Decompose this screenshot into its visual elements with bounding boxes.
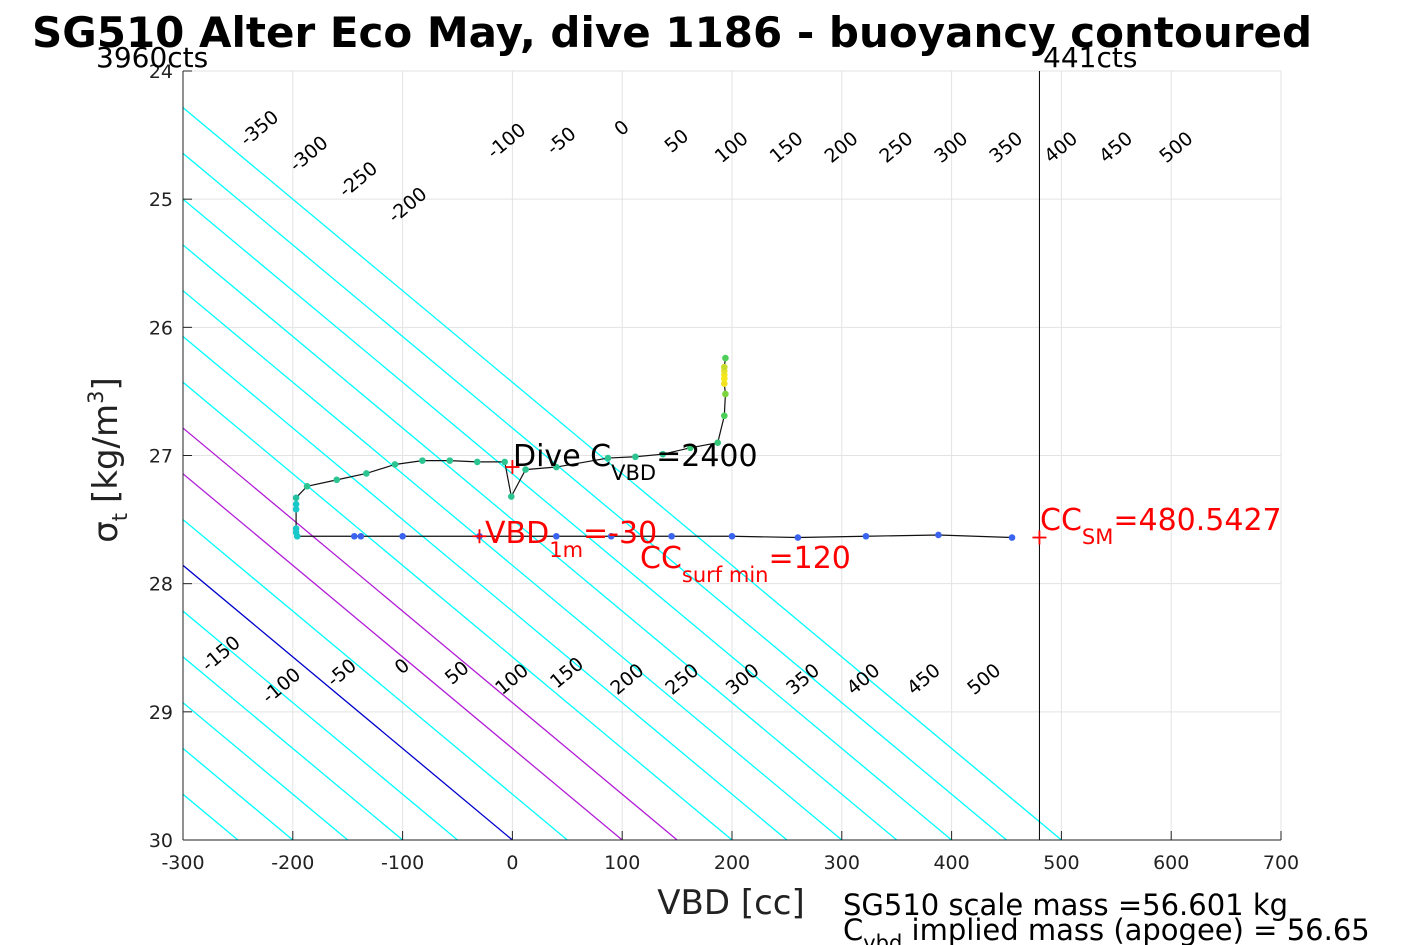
y-tick-label: 27	[149, 446, 173, 468]
x-tick-label: -300	[161, 852, 204, 874]
dive-trace-point	[292, 500, 300, 508]
implied-mass-text: Cvbd implied mass (apogee) = 56.65	[843, 913, 1370, 945]
dive-trace-point	[668, 532, 675, 540]
dive-trace-point	[607, 532, 615, 540]
dive-trace-point	[722, 354, 729, 362]
dive-trace-point	[553, 463, 560, 471]
dive-trace-point	[721, 412, 728, 420]
dive-trace-point	[501, 458, 509, 466]
vbd-1m-annotation: VBD1m=-30	[485, 516, 657, 562]
x-axis-label: VBD [cc]	[657, 883, 805, 923]
contour-line	[183, 472, 623, 840]
dive-trace-point	[862, 532, 870, 540]
dive-trace-point	[794, 534, 802, 541]
dive-trace-point	[686, 444, 694, 452]
contour-line	[183, 701, 349, 840]
contour-line	[183, 518, 568, 840]
contour-line	[183, 244, 898, 840]
x-tick-label: 0	[506, 852, 518, 874]
dive-trace-point	[363, 470, 370, 477]
dive-trace-point	[553, 532, 560, 540]
dive-trace-point	[935, 531, 942, 539]
y-tick-label: 29	[149, 702, 173, 724]
axes: -300 -200 -100 0 100 200 300 400 500 600 700 24 25 26…	[149, 61, 1299, 874]
contour-line	[183, 427, 678, 840]
x-tick-label: 500	[1043, 852, 1079, 874]
x-tick-label: 600	[1153, 852, 1189, 874]
dive-trace-point	[604, 454, 612, 462]
dive-trace-point	[722, 390, 729, 398]
cc-sm-marker	[1032, 530, 1047, 545]
annotation-markers	[472, 460, 1047, 545]
contour-line	[183, 152, 1007, 840]
dive-trace-point	[292, 494, 300, 502]
contour-line	[183, 335, 788, 840]
y-tick-label: 24	[149, 61, 173, 83]
buoyancy-contours	[183, 106, 1062, 840]
dive-trace-point	[522, 466, 529, 473]
x-tick-label: 400	[933, 852, 969, 874]
dive-trace-point	[1008, 534, 1016, 541]
x-tick-label: 300	[824, 852, 860, 874]
vbd-1m-marker	[472, 529, 487, 544]
dive-trace-point	[714, 439, 722, 446]
dive-trace-point	[419, 457, 426, 464]
contour-line	[183, 381, 733, 840]
dive-cvbd-annotation: Dive CVBD=2400	[513, 439, 758, 485]
vbd-right-limit-label: 441cts	[1043, 41, 1137, 74]
dive-trace-point	[292, 506, 300, 513]
x-tick-label: 200	[714, 852, 750, 874]
y-axis-label: σt[kg/m3]	[84, 377, 132, 543]
x-tick-label: 700	[1263, 852, 1299, 874]
x-tick-label: -200	[271, 852, 314, 874]
contour-line	[183, 289, 843, 840]
x-tick-label: -100	[381, 852, 424, 874]
grid	[182, 70, 1282, 841]
dive-cvbd-marker	[505, 460, 520, 475]
dive-trace-point	[333, 476, 341, 484]
dive-trace-point	[632, 453, 639, 461]
y-tick-label: 25	[149, 189, 173, 211]
dive-trace-point	[659, 450, 667, 458]
contour-line	[183, 610, 458, 840]
dive-trace-point	[473, 458, 481, 466]
dive-trace-point	[350, 532, 358, 540]
contour-line	[183, 198, 953, 840]
chart-title: SG510 Alter Eco May, dive 1186 - buoyanc…	[32, 8, 1312, 57]
dive-trace-point	[446, 457, 454, 464]
dive-trace-point	[391, 461, 399, 468]
dive-trace-point	[721, 380, 728, 388]
contour-line	[183, 106, 1062, 840]
dive-trace-point	[728, 532, 736, 540]
contour-line	[183, 656, 404, 840]
cc-surf-min-annotation: CCsurf min=120	[640, 541, 851, 587]
dive-trace-point	[508, 493, 515, 500]
y-tick-label: 28	[149, 574, 173, 596]
dive-trace-point	[303, 482, 311, 490]
contour-line	[183, 564, 513, 840]
dive-trace-point	[399, 532, 406, 540]
dive-trace-line	[295, 358, 1013, 539]
cc-sm-annotation: CCSM=480.5427	[1040, 503, 1282, 549]
dive-trace-point	[357, 532, 365, 540]
dive-trace-point	[721, 363, 728, 371]
y-tick-label: 26	[149, 317, 173, 339]
x-tick-label: 100	[604, 852, 640, 874]
y-tick-label: 30	[149, 830, 173, 852]
dive-trace-point	[292, 525, 300, 532]
scale-mass-text: SG510 scale mass =56.601 kg	[843, 888, 1288, 922]
vbd-left-limit-label: 3960cts	[96, 41, 208, 74]
